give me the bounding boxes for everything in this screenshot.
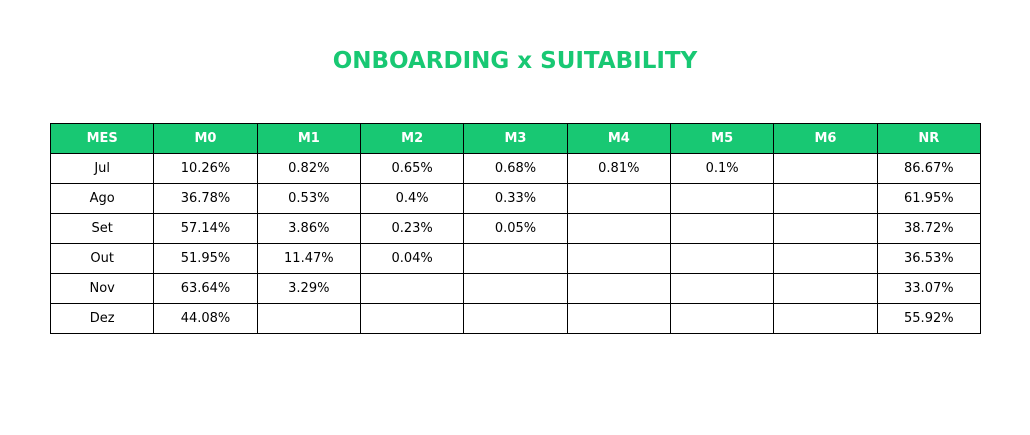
- table-cell: 3.86%: [256, 213, 361, 244]
- table-cell: 0.4%: [359, 183, 465, 214]
- month-cell: Dez: [49, 303, 155, 334]
- table-cell: 0.68%: [463, 153, 568, 184]
- table-cell: 0.53%: [256, 183, 361, 214]
- header-cell: NR: [876, 123, 982, 154]
- table-cell: [669, 183, 775, 214]
- table-cell: [463, 243, 568, 274]
- nr-cell: 33.07%: [876, 273, 982, 304]
- table-cell: [256, 303, 361, 334]
- table-cell: 51.95%: [153, 243, 258, 274]
- table-cell: 44.08%: [153, 303, 258, 334]
- table-cell: [773, 303, 878, 334]
- table-cell: 10.26%: [153, 153, 258, 184]
- nr-cell: 38.72%: [876, 213, 982, 244]
- table-cell: 0.65%: [359, 153, 465, 184]
- chart-title: ONBOARDING x SUITABILITY: [332, 48, 698, 74]
- table-cell: [773, 273, 878, 304]
- table-cell: [566, 273, 671, 304]
- table-row: Ago 36.78% 0.53% 0.4% 0.33% 61.95%: [49, 183, 982, 214]
- table-row: Out 51.95% 11.47% 0.04% 36.53%: [49, 243, 982, 274]
- nr-cell: 55.92%: [876, 303, 982, 334]
- table-row: Jul 10.26% 0.82% 0.65% 0.68% 0.81% 0.1% …: [49, 153, 982, 184]
- month-cell: Jul: [49, 153, 155, 184]
- header-cell: M4: [566, 123, 671, 154]
- table-cell: 57.14%: [153, 213, 258, 244]
- table-cell: [669, 213, 775, 244]
- table-cell: [359, 303, 465, 334]
- header-cell: M1: [256, 123, 361, 154]
- month-cell: Nov: [49, 273, 155, 304]
- nr-cell: 36.53%: [876, 243, 982, 274]
- table-row: Nov 63.64% 3.29% 33.07%: [49, 273, 982, 304]
- table-cell: [566, 303, 671, 334]
- table-cell: 0.05%: [463, 213, 568, 244]
- month-cell: Out: [49, 243, 155, 274]
- table-cell: 11.47%: [256, 243, 361, 274]
- table-cell: [773, 243, 878, 274]
- table-cell: 0.23%: [359, 213, 465, 244]
- nr-cell: 86.67%: [876, 153, 982, 184]
- table-cell: [359, 273, 465, 304]
- table-cell: [669, 273, 775, 304]
- table-cell: 0.1%: [669, 153, 775, 184]
- table-cell: 3.29%: [256, 273, 361, 304]
- header-cell: M3: [463, 123, 568, 154]
- table-cell: [566, 183, 671, 214]
- cohort-table: MES M0 M1 M2 M3 M4 M5 M6 NR Jul 10.26% 0…: [49, 123, 982, 334]
- header-row: MES M0 M1 M2 M3 M4 M5 M6 NR: [49, 123, 982, 154]
- header-cell: M2: [359, 123, 465, 154]
- table-row: Dez 44.08% 55.92%: [49, 303, 982, 334]
- table-cell: [463, 273, 568, 304]
- table-cell: 0.82%: [256, 153, 361, 184]
- table-cell: 63.64%: [153, 273, 258, 304]
- table-cell: 36.78%: [153, 183, 258, 214]
- table-cell: [566, 213, 671, 244]
- nr-cell: 61.95%: [876, 183, 982, 214]
- table-cell: 0.81%: [566, 153, 671, 184]
- table-cell: [669, 243, 775, 274]
- table-cell: [669, 303, 775, 334]
- table-cell: [566, 243, 671, 274]
- table-cell: [773, 183, 878, 214]
- table-cell: [773, 153, 878, 184]
- header-cell: MES: [49, 123, 155, 154]
- table-row: Set 57.14% 3.86% 0.23% 0.05% 38.72%: [49, 213, 982, 244]
- table-cell: 0.33%: [463, 183, 568, 214]
- table-cell: [773, 213, 878, 244]
- month-cell: Ago: [49, 183, 155, 214]
- header-cell: M0: [153, 123, 258, 154]
- month-cell: Set: [49, 213, 155, 244]
- table-cell: [463, 303, 568, 334]
- header-cell: M5: [669, 123, 775, 154]
- header-cell: M6: [773, 123, 878, 154]
- table-cell: 0.04%: [359, 243, 465, 274]
